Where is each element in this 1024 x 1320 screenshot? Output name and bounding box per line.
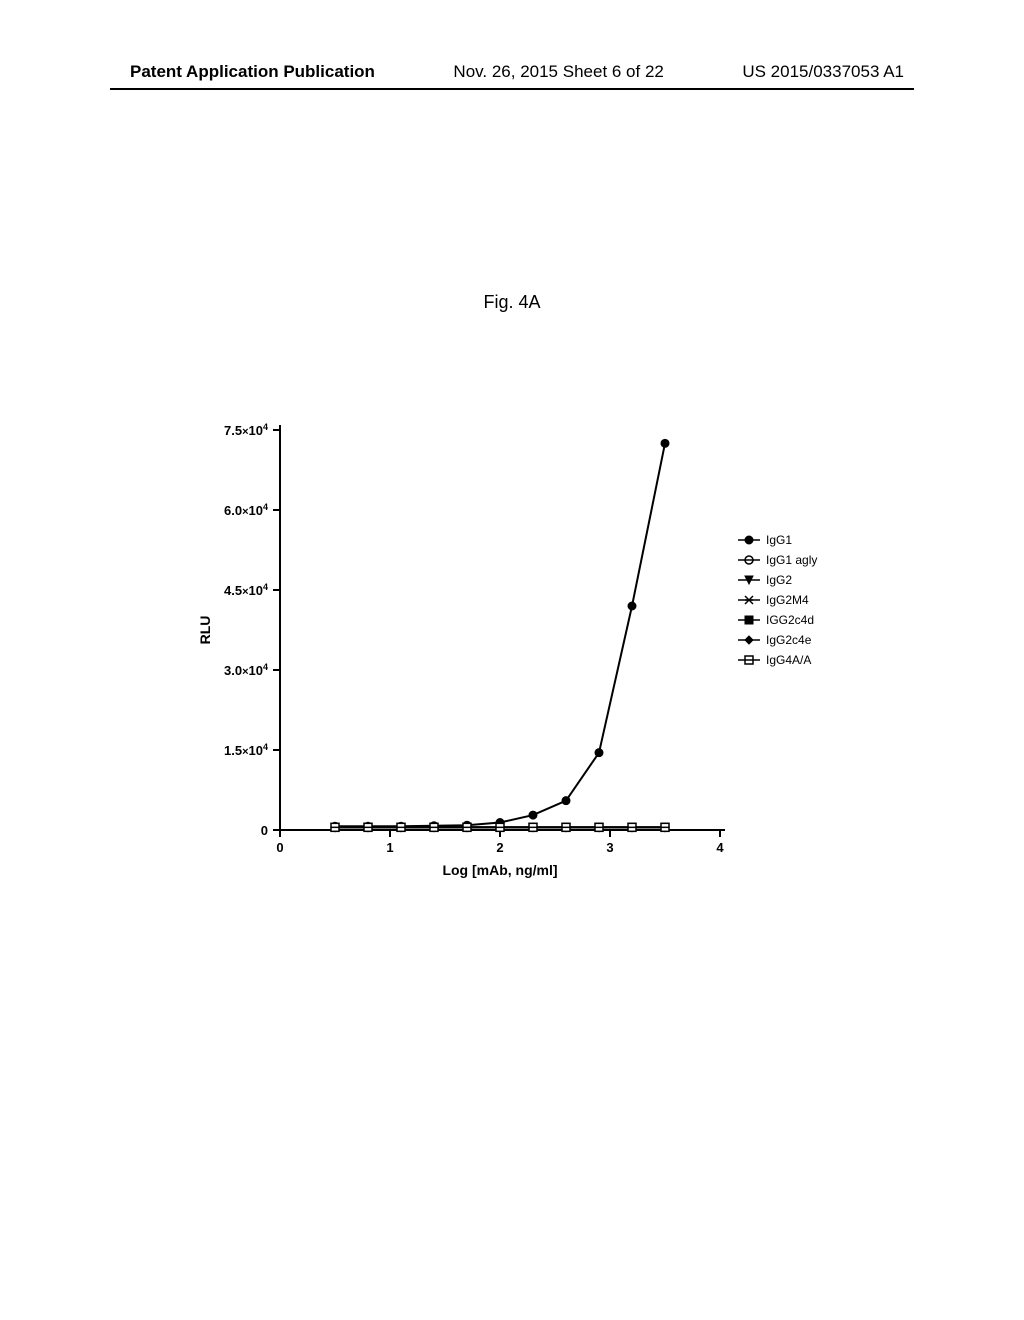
legend-label: IgG2 xyxy=(766,573,792,587)
legend-label: IGG2c4d xyxy=(766,613,814,627)
legend-label: IgG1 xyxy=(766,533,792,547)
legend-label: IgG2M4 xyxy=(766,593,809,607)
header-rule xyxy=(110,88,914,90)
y-tick-label: 7.5×104 xyxy=(224,422,268,438)
header-right: US 2015/0337053 A1 xyxy=(742,62,904,82)
y-tick-label: 1.5×104 xyxy=(224,742,268,758)
y-axis-label: RLU xyxy=(197,616,213,645)
y-tick-label: 3.0×104 xyxy=(224,662,268,678)
y-tick-label: 4.5×104 xyxy=(224,582,268,598)
chart-container: 0 1.5×104 3.0×104 4.5×104 6.0×104 7.5×104 0 1 2 3… xyxy=(190,410,850,890)
x-tick-label: 2 xyxy=(496,840,503,855)
y-tick-label: 0 xyxy=(261,823,268,838)
figure-title: Fig. 4A xyxy=(0,292,1024,313)
chart-svg: 0 1.5×104 3.0×104 4.5×104 6.0×104 7.5×104 0 1 2 3… xyxy=(190,410,850,890)
x-tick-label: 1 xyxy=(386,840,393,855)
series-IgG1 xyxy=(335,443,665,826)
y-tick-label: 6.0×104 xyxy=(224,502,268,518)
page: Patent Application Publication Nov. 26, … xyxy=(0,0,1024,1320)
legend-label: IgG4A/A xyxy=(766,653,811,667)
legend-label: IgG1 agly xyxy=(766,553,817,567)
header-mid: Nov. 26, 2015 Sheet 6 of 22 xyxy=(453,62,663,82)
x-tick-label: 0 xyxy=(276,840,283,855)
header-left: Patent Application Publication xyxy=(130,62,375,82)
page-header: Patent Application Publication Nov. 26, … xyxy=(0,62,1024,82)
x-tick-label: 3 xyxy=(606,840,613,855)
legend-label: IgG2c4e xyxy=(766,633,812,647)
x-tick-label: 4 xyxy=(716,840,724,855)
x-axis-label: Log [mAb, ng/ml] xyxy=(442,862,557,878)
